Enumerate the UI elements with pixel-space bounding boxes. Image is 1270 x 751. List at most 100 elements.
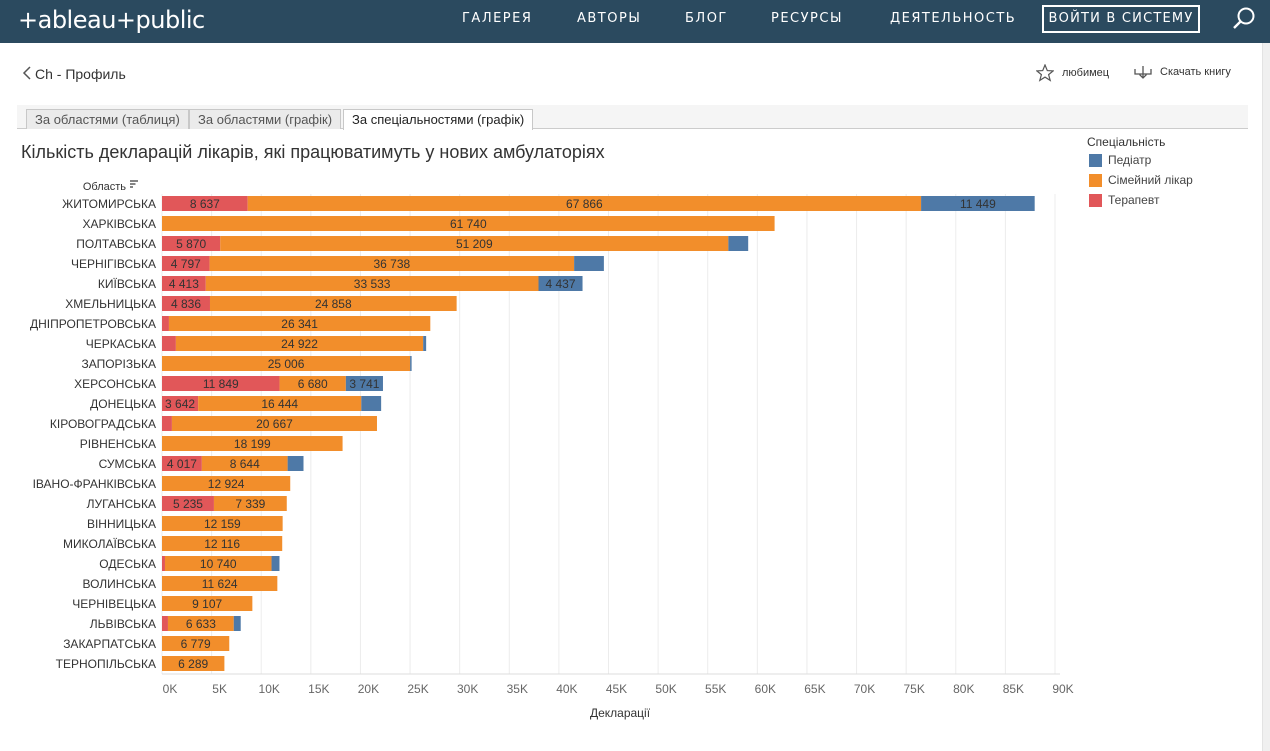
data-label: 26 341: [281, 317, 318, 331]
data-label: 9 107: [192, 597, 222, 611]
bar-segment: [162, 656, 225, 671]
data-label: 8 644: [230, 457, 260, 471]
top-nav-bar: +ableau+public ГАЛЕРЕЯ АВТОРЫ БЛОГ РЕСУР…: [0, 0, 1270, 43]
bar-segment: [162, 556, 165, 571]
bar-segment: [410, 356, 412, 371]
data-label: 33 533: [354, 277, 391, 291]
category-label: ЧЕРНІВЕЦЬКА: [72, 597, 156, 611]
x-tick-label: 70K: [854, 682, 875, 696]
category-label: ХМЕЛЬНИЦЬКА: [65, 297, 156, 311]
download-label: Скачать книгу: [1160, 66, 1231, 78]
x-tick-label: 30K: [457, 682, 478, 696]
nav-authors[interactable]: АВТОРЫ: [577, 11, 642, 26]
x-tick-label: 35K: [507, 682, 528, 696]
category-label: ЗАПОРІЗЬКА: [81, 357, 156, 371]
category-label: МИКОЛАЇВСЬКА: [63, 537, 156, 551]
data-label: 4 437: [546, 277, 576, 291]
bar-segment: [162, 616, 168, 631]
data-label: 4 017: [167, 457, 197, 471]
legend-title: Спеціальність: [1087, 135, 1166, 149]
bar-segment: [162, 196, 248, 211]
bar-segment: [162, 236, 221, 251]
legend-item-family-doctor[interactable]: Сімейний лікар: [1089, 173, 1193, 187]
bar-segment: [162, 416, 172, 431]
bar-segment: [423, 336, 427, 351]
legend-item-therapist[interactable]: Терапевт: [1089, 193, 1159, 207]
bar-segment: [198, 396, 362, 411]
data-label: 61 740: [450, 217, 487, 231]
bar-segment: [271, 556, 280, 571]
legend-item-pediatrician[interactable]: Педіатр: [1089, 153, 1151, 167]
category-label: ПОЛТАВСЬКА: [76, 237, 156, 251]
tableau-public-logo[interactable]: +ableau+public: [18, 6, 205, 34]
data-label: 12 924: [208, 477, 245, 491]
back-link-label: Ch - Профиль: [35, 66, 126, 82]
tab-specialties-chart[interactable]: За спеціальностями (графік): [343, 109, 534, 130]
bar-segment: [162, 256, 210, 271]
data-label: 4 797: [171, 257, 201, 271]
x-tick-label: 25K: [407, 682, 428, 696]
nav-resources[interactable]: РЕСУРСЫ: [771, 11, 843, 26]
category-label: КІРОВОГРАДСЬКА: [50, 417, 156, 431]
category-label: ХАРКІВСЬКА: [83, 217, 156, 231]
tab-regions-table[interactable]: За областями (таблиця): [26, 109, 189, 129]
x-tick-label: 5K: [212, 682, 227, 696]
tab-regions-chart[interactable]: За областями (графік): [189, 109, 342, 129]
bar-segment: [162, 276, 206, 291]
bar-segment: [345, 376, 383, 391]
bar-segment: [209, 256, 575, 271]
chevron-left-icon: [22, 66, 31, 80]
bar-segment: [162, 216, 775, 231]
bar-segment: [162, 576, 278, 591]
x-tick-label: 65K: [804, 682, 825, 696]
x-tick-label: 45K: [606, 682, 627, 696]
bar-segment: [574, 256, 604, 271]
page-scrollbar[interactable]: [1262, 43, 1270, 751]
back-to-profile-link[interactable]: Ch - Профиль: [22, 66, 126, 82]
download-workbook-button[interactable]: Скачать книгу: [1134, 64, 1231, 80]
bar-segment: [279, 376, 346, 391]
legend-swatch-family-doctor: [1089, 173, 1102, 187]
bar-segment: [162, 596, 253, 611]
search-icon[interactable]: [1231, 6, 1257, 32]
login-button[interactable]: ВОЙТИ В СИСТЕМУ: [1042, 5, 1200, 33]
bar-segment: [201, 456, 288, 471]
data-label: 7 339: [235, 497, 265, 511]
category-label: ТЕРНОПІЛЬСЬКА: [56, 657, 156, 671]
bar-segment: [162, 456, 202, 471]
bar-segment: [209, 296, 457, 311]
category-label: ЗАКАРПАТСЬКА: [63, 637, 156, 651]
download-icon: [1134, 66, 1152, 79]
data-label: 6 680: [298, 377, 328, 391]
data-label: 11 449: [960, 197, 996, 211]
data-label: 36 738: [374, 257, 411, 271]
bar-segment: [213, 496, 287, 511]
bar-segment: [921, 196, 1035, 211]
bar-segment: [167, 616, 234, 631]
data-label: 8 637: [190, 197, 220, 211]
data-label: 16 444: [261, 397, 298, 411]
data-label: 5 870: [176, 237, 206, 251]
category-label: ДНІПРОПЕТРОВСЬКА: [30, 317, 156, 331]
favorite-button[interactable]: любимец: [1036, 64, 1109, 82]
data-label: 25 006: [268, 357, 305, 371]
x-tick-label: 50K: [655, 682, 676, 696]
data-label: 12 116: [204, 537, 240, 551]
nav-blog[interactable]: БЛОГ: [685, 11, 728, 26]
x-tick-label: 55K: [705, 682, 726, 696]
category-label: ОДЕСЬКА: [99, 557, 156, 571]
nav-activity[interactable]: ДЕЯТЕЛЬНОСТЬ: [890, 11, 1017, 26]
data-label: 10 740: [200, 557, 237, 571]
bar-segment: [162, 356, 411, 371]
bar-segment: [162, 336, 176, 351]
legend-label-therapist: Терапевт: [1108, 193, 1160, 207]
data-label: 5 235: [173, 497, 203, 511]
y-axis-title: Область: [83, 181, 126, 193]
category-label: ЧЕРКАСЬКА: [86, 337, 156, 351]
data-label: 51 209: [456, 237, 493, 251]
bar-segment: [162, 316, 169, 331]
bar-segment: [162, 296, 210, 311]
bar-segment: [171, 416, 377, 431]
category-label: ДОНЕЦЬКА: [90, 397, 156, 411]
nav-gallery[interactable]: ГАЛЕРЕЯ: [462, 11, 533, 26]
